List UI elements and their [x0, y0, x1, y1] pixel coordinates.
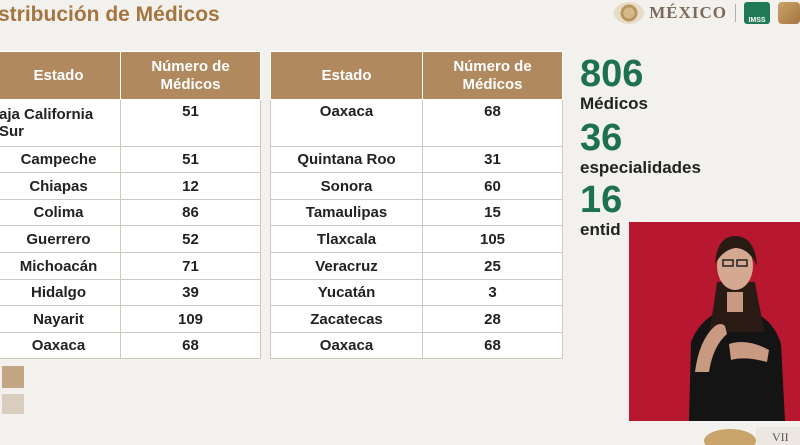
state-cell: Nayarit	[0, 305, 121, 333]
decorative-banner-bottom-right: VII	[704, 427, 800, 445]
count-cell: 105	[422, 225, 563, 253]
table-row: aja California Sur 51	[0, 99, 261, 147]
corner-text: VII	[772, 430, 789, 444]
table-row: Chiapas 12	[0, 172, 261, 200]
table-row: Michoacán 71	[0, 252, 261, 280]
count-cell: 15	[422, 199, 563, 226]
stat-entities-label: entid	[580, 220, 621, 239]
table-row: Colima 86	[0, 199, 261, 226]
state-cell: Chiapas	[0, 172, 121, 200]
table-row: Yucatán 3	[270, 279, 563, 306]
decorative-figures-left	[2, 366, 24, 414]
header-numero-medicos: Número de Médicos	[120, 51, 261, 100]
table-row: Hidalgo 39	[0, 279, 261, 306]
table-row: Nayarit 109	[0, 305, 261, 333]
stat-doctors-label: Médicos	[580, 94, 649, 113]
doctors-table-left: Estado Número de Médicos aja California …	[0, 51, 261, 359]
count-cell: 68	[422, 332, 563, 359]
count-cell: 60	[422, 172, 563, 200]
state-cell: Guerrero	[0, 225, 121, 253]
header-estado: Estado	[270, 51, 423, 100]
count-cell: 86	[120, 199, 261, 226]
count-cell: 31	[422, 146, 563, 173]
count-cell: 51	[120, 146, 261, 173]
state-cell: Tlaxcala	[270, 225, 423, 253]
page-title: stribución de Médicos	[0, 3, 220, 26]
state-cell: Oaxaca	[270, 99, 423, 147]
stat-specialties-label: especialidades	[580, 158, 701, 177]
state-cell: Oaxaca	[0, 332, 121, 359]
table-row: Oaxaca 68	[270, 99, 563, 147]
table-row: Oaxaca 68	[270, 332, 563, 359]
state-cell: Oaxaca	[270, 332, 423, 359]
table-row: Tamaulipas 15	[270, 199, 563, 226]
stat-specialties-value: 36	[580, 117, 623, 159]
interpreter-figure	[629, 222, 800, 421]
state-cell: Tamaulipas	[270, 199, 423, 226]
state-cell: Colima	[0, 199, 121, 226]
logo-divider	[735, 4, 736, 22]
stat-doctors-value: 806	[580, 53, 644, 95]
stats-panel: 806 Médicos 36 especialidades 16 entid	[580, 54, 701, 240]
imss-logo: IMSS	[744, 2, 770, 24]
state-cell: Zacatecas	[270, 305, 423, 333]
state-cell: Sonora	[270, 172, 423, 200]
institution-logo	[778, 2, 800, 24]
stat-entities-value: 16	[580, 179, 623, 221]
state-cell: Hidalgo	[0, 279, 121, 306]
table-row: Sonora 60	[270, 172, 563, 200]
doctors-table-right: Estado Número de Médicos Oaxaca 68 Quint…	[270, 51, 563, 359]
header-numero-medicos: Número de Médicos	[422, 51, 563, 100]
mexico-logo: MÉXICO	[649, 3, 727, 22]
state-cell: aja California Sur	[0, 99, 121, 147]
count-cell: 12	[120, 172, 261, 200]
government-seal-logo	[614, 2, 645, 24]
count-cell: 68	[120, 332, 261, 359]
count-cell: 51	[120, 99, 261, 147]
header-estado: Estado	[0, 51, 121, 100]
table-row: Zacatecas 28	[270, 305, 563, 333]
count-cell: 28	[422, 305, 563, 333]
table-row: Campeche 51	[0, 146, 261, 173]
count-cell: 71	[120, 252, 261, 280]
count-cell: 109	[120, 305, 261, 333]
state-cell: Campeche	[0, 146, 121, 173]
state-cell: Veracruz	[270, 252, 423, 280]
state-cell: Quintana Roo	[270, 146, 423, 173]
count-cell: 52	[120, 225, 261, 253]
header-logos: MÉXICO IMSS	[614, 0, 800, 26]
count-cell: 68	[422, 99, 563, 147]
table-row: Tlaxcala 105	[270, 225, 563, 253]
state-cell: Michoacán	[0, 252, 121, 280]
count-cell: 39	[120, 279, 261, 306]
state-cell: Yucatán	[270, 279, 423, 306]
table-row: Guerrero 52	[0, 225, 261, 253]
table-row: Oaxaca 68	[0, 332, 261, 359]
table-row: Quintana Roo 31	[270, 146, 563, 173]
table-row: Veracruz 25	[270, 252, 563, 280]
count-cell: 25	[422, 252, 563, 280]
count-cell: 3	[422, 279, 563, 306]
sign-language-interpreter-video	[629, 222, 800, 421]
